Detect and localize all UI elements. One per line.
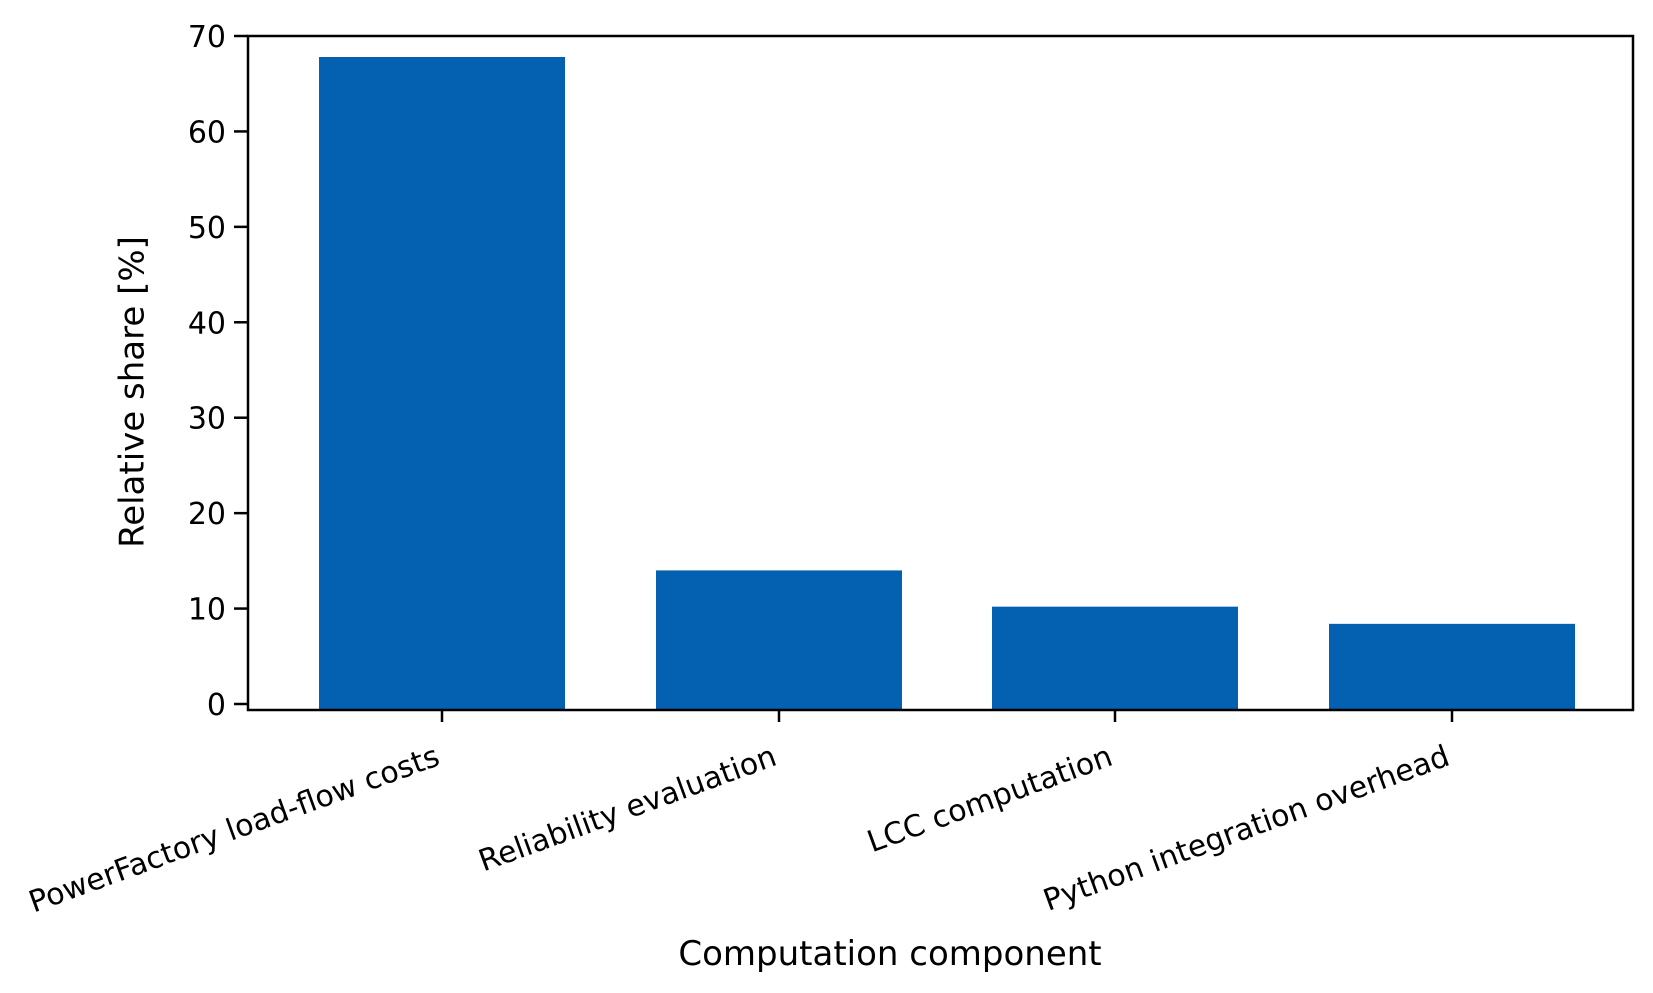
- x-axis: PowerFactory load-flow costs Reliability …: [24, 710, 1454, 920]
- y-tick-label-60: 60: [188, 115, 226, 150]
- x-axis-title: Computation component: [678, 934, 1101, 974]
- bar-1: [319, 56, 565, 711]
- y-tick-label-20: 20: [188, 497, 226, 532]
- y-tick-label-0: 0: [207, 688, 226, 723]
- plot-frame: [246, 34, 1635, 712]
- x-tick-label-3: LCC computation: [863, 739, 1117, 860]
- y-tick-label-70: 70: [188, 20, 226, 55]
- x-tick-label-1: PowerFactory load-flow costs: [24, 739, 444, 920]
- y-axis-title: Relative share [%]: [113, 236, 153, 548]
- x-tick-label-2: Reliability evaluation: [474, 739, 781, 879]
- bars-layer: [319, 56, 1575, 711]
- bar-3: [992, 606, 1238, 710]
- y-tick-label-10: 10: [188, 593, 226, 628]
- y-axis: 0 10 20 30 40 50 60 70: [188, 20, 248, 723]
- bar-2: [656, 570, 902, 710]
- y-tick-label-30: 30: [188, 402, 226, 437]
- y-tick-label-40: 40: [188, 306, 226, 341]
- y-tick-label-50: 50: [188, 211, 226, 246]
- bar-4: [1329, 623, 1575, 710]
